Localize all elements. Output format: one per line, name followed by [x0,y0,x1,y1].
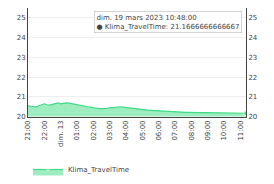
svg-text:24: 24 [248,34,257,42]
svg-text:21: 21 [17,93,26,101]
svg-text:25: 25 [17,14,26,22]
svg-text:22:00: 22:00 [41,120,49,140]
svg-text:07:00: 07:00 [171,120,179,140]
svg-text:22: 22 [17,74,26,82]
svg-text:04:00: 04:00 [122,120,130,140]
svg-text:05:00: 05:00 [139,120,147,140]
svg-text:11:00: 11:00 [237,120,245,140]
svg-text:dim. 13: dim. 13 [57,120,65,147]
svg-text:03:00: 03:00 [106,120,114,140]
svg-text:25: 25 [248,14,257,22]
svg-text:02:00: 02:00 [90,120,98,140]
svg-text:dim. 19 mars 2023 10:48:00● Kl: dim. 19 mars 2023 10:48:00● Klima_Travel… [97,14,240,31]
svg-text:01:00: 01:00 [73,120,81,140]
svg-text:06:00: 06:00 [155,120,163,140]
svg-text:23: 23 [248,54,257,62]
svg-text:22: 22 [248,74,257,82]
svg-text:08:00: 08:00 [188,120,196,140]
svg-text:21:00: 21:00 [24,120,32,140]
svg-text:23: 23 [17,54,26,62]
svg-text:Klima_TravelTime: Klima_TravelTime [68,166,129,174]
svg-text:10:00: 10:00 [220,120,228,140]
svg-text:24: 24 [17,34,26,42]
svg-text:20: 20 [248,113,257,121]
svg-text:09:00: 09:00 [204,120,212,140]
svg-text:21: 21 [248,93,257,101]
svg-text:20: 20 [17,113,26,121]
